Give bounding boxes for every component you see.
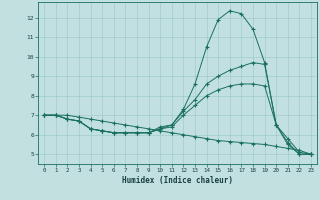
- X-axis label: Humidex (Indice chaleur): Humidex (Indice chaleur): [122, 176, 233, 185]
